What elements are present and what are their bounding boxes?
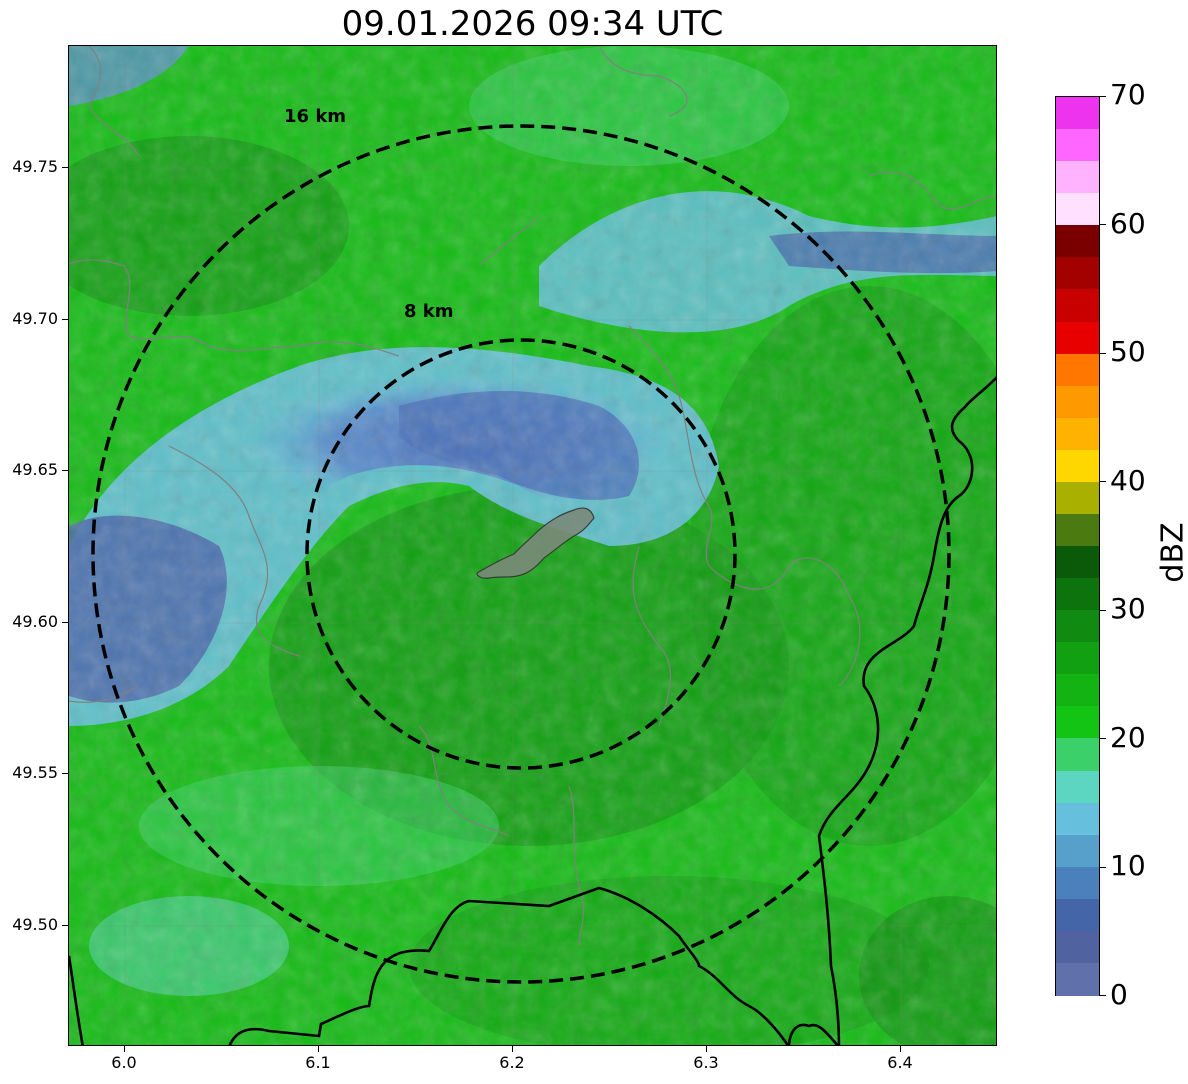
range-ring-8km	[305, 338, 737, 770]
y-tick-label: 49.65	[12, 460, 58, 479]
colorbar-tick	[1100, 481, 1106, 482]
city-outline	[476, 507, 595, 579]
colorbar-segment	[1056, 802, 1099, 836]
ring-label-8km: 8 km	[404, 301, 454, 322]
y-tick-mark	[62, 622, 68, 623]
colorbar-tick	[1100, 610, 1106, 611]
colorbar-segment	[1056, 738, 1099, 772]
colorbar-segment	[1056, 610, 1099, 643]
colorbar-segment	[1056, 449, 1099, 483]
y-tick-label: 49.50	[12, 915, 58, 934]
colorbar-tick	[1100, 867, 1106, 868]
colorbar-segment	[1056, 898, 1099, 932]
y-tick-mark	[62, 470, 68, 471]
range-ring-16km	[91, 124, 951, 984]
colorbar-segment	[1056, 642, 1099, 675]
colorbar-label: 20	[1110, 721, 1146, 754]
x-tick-mark	[512, 1046, 513, 1052]
y-tick-label: 49.55	[12, 763, 58, 782]
colorbar-segment	[1056, 321, 1099, 355]
commune-borders	[69, 46, 996, 947]
colorbar-segment	[1056, 161, 1099, 194]
y-tick-mark	[62, 319, 68, 320]
y-tick-label: 49.60	[12, 612, 58, 631]
colorbar-label: 40	[1110, 464, 1146, 497]
colorbar-segment	[1056, 97, 1099, 130]
colorbar-label: 70	[1110, 78, 1146, 111]
colorbar-unit: dBZ	[1155, 522, 1188, 583]
colorbar-tick	[1100, 96, 1106, 97]
colorbar-segment	[1056, 289, 1099, 323]
colorbar-segment	[1056, 417, 1099, 451]
y-tick-mark	[62, 773, 68, 774]
x-tick-label: 6.0	[111, 1053, 137, 1072]
colorbar-label: 10	[1110, 849, 1146, 882]
x-tick-mark	[318, 1046, 319, 1052]
y-tick-mark	[62, 167, 68, 168]
radar-map[interactable]	[68, 45, 997, 1046]
colorbar-segment	[1056, 834, 1099, 868]
x-tick-label: 6.4	[887, 1053, 913, 1072]
colorbar-segment	[1056, 674, 1099, 707]
reflectivity-colorbar	[1055, 96, 1100, 996]
x-tick-mark	[900, 1046, 901, 1052]
ring-label-16km: 16 km	[284, 106, 347, 127]
y-tick-mark	[62, 925, 68, 926]
x-tick-mark	[124, 1046, 125, 1052]
colorbar-segment	[1056, 962, 1099, 996]
colorbar-segment	[1056, 578, 1099, 611]
x-tick-label: 6.3	[693, 1053, 719, 1072]
colorbar-segment	[1056, 225, 1099, 258]
x-tick-mark	[706, 1046, 707, 1052]
x-tick-label: 6.1	[305, 1053, 331, 1072]
colorbar-segment	[1056, 513, 1099, 547]
colorbar-label: 60	[1110, 207, 1146, 240]
map-gridlines	[69, 46, 996, 1045]
colorbar-label: 50	[1110, 335, 1146, 368]
y-tick-label: 49.75	[12, 157, 58, 176]
colorbar-segment	[1056, 193, 1099, 226]
colorbar-segment	[1056, 129, 1099, 162]
colorbar-segment	[1056, 706, 1099, 739]
colorbar-segment	[1056, 353, 1099, 387]
colorbar-tick	[1100, 995, 1106, 996]
colorbar-segment	[1056, 546, 1099, 579]
colorbar-segment	[1056, 770, 1099, 804]
colorbar-label: 0	[1110, 978, 1128, 1011]
national-borders	[69, 376, 996, 1045]
colorbar-segment	[1056, 481, 1099, 515]
colorbar-tick	[1100, 224, 1106, 225]
colorbar-label: 30	[1110, 592, 1146, 625]
colorbar-tick	[1100, 738, 1106, 739]
x-tick-label: 6.2	[499, 1053, 525, 1072]
y-tick-label: 49.70	[12, 309, 58, 328]
colorbar-tick	[1100, 353, 1106, 354]
map-title: 09.01.2026 09:34 UTC	[341, 4, 724, 44]
colorbar-segment	[1056, 930, 1099, 964]
colorbar-segment	[1056, 385, 1099, 419]
colorbar-segment	[1056, 257, 1099, 290]
colorbar-segment	[1056, 866, 1099, 900]
